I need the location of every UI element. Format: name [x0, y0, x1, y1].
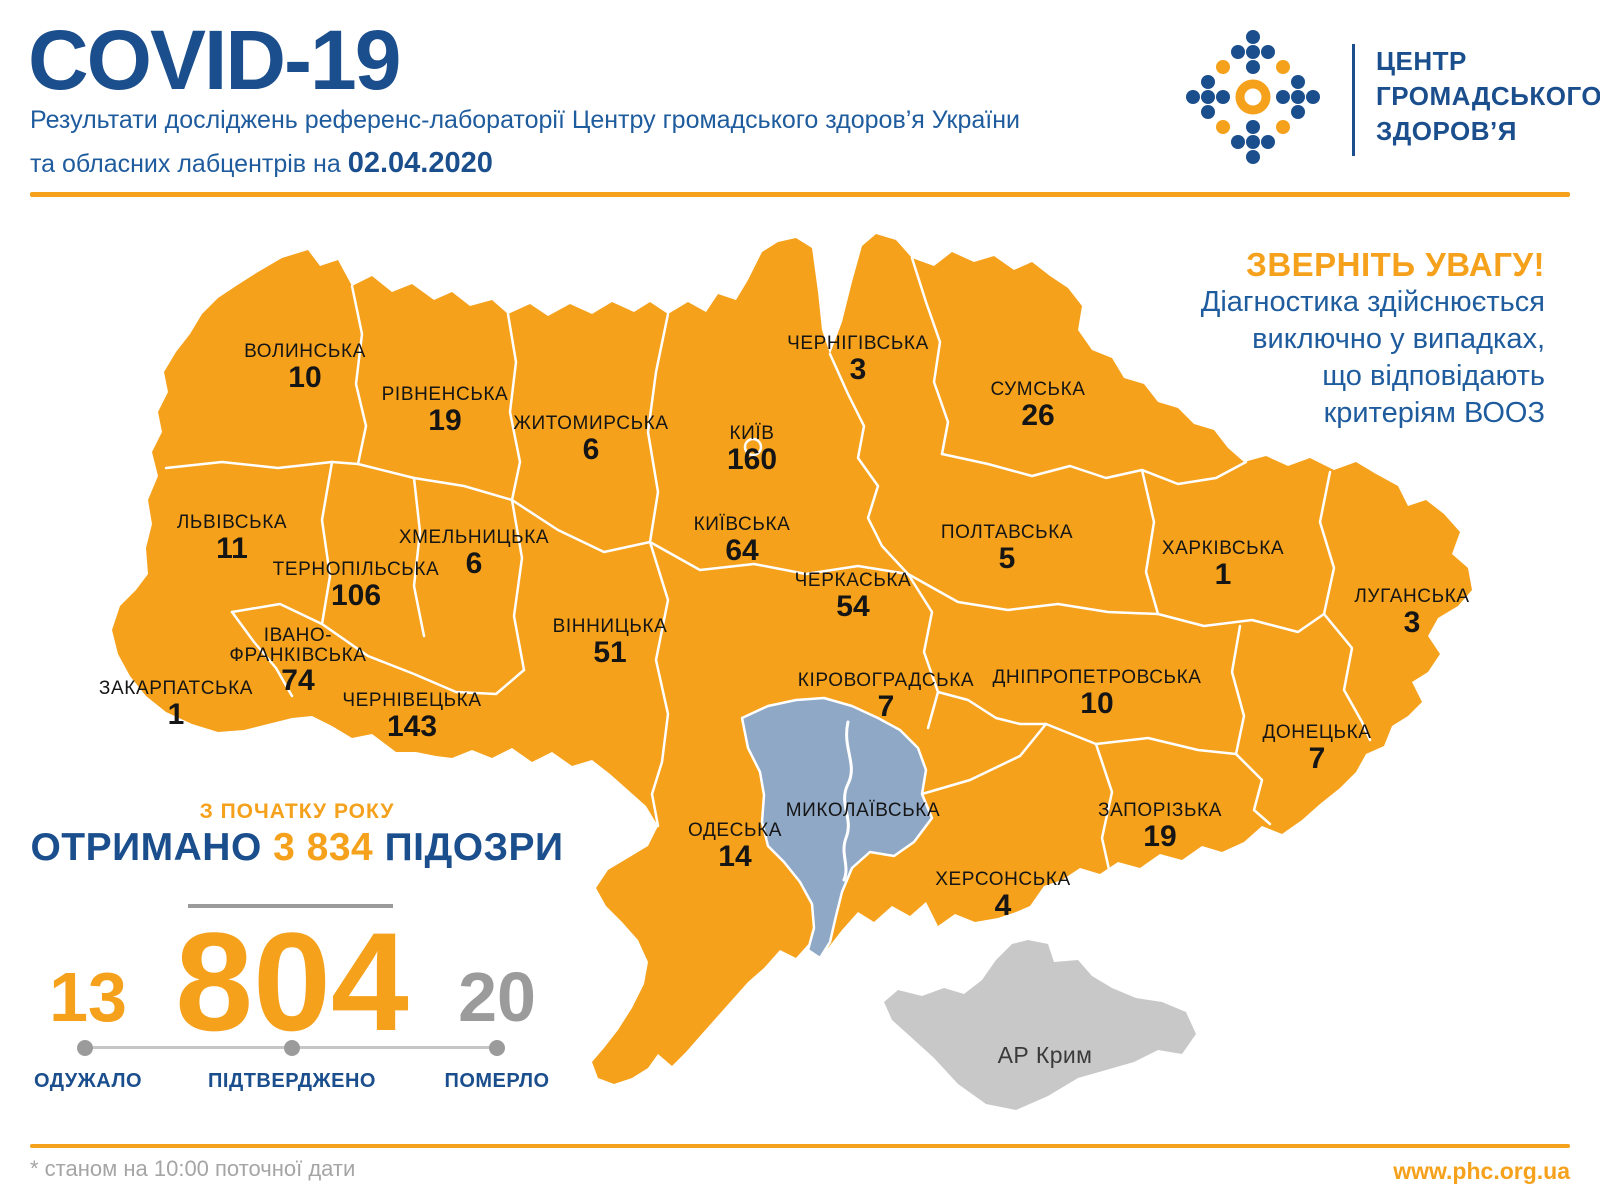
subtitle-line1: Результати досліджень референс-лаборатор…: [30, 106, 1020, 134]
stats-received-suffix: ПІДОЗРИ: [384, 826, 564, 869]
notice-heading: ЗВЕРНІТЬ УВАГУ!: [1246, 246, 1545, 283]
logo-org-line1: ЦЕНТР: [1376, 46, 1467, 76]
stats-recovered-value: 13: [49, 958, 127, 1036]
subtitle-line2: та обласних лабцентрів на 02.04.2020: [30, 147, 493, 180]
report-date: 02.04.2020: [347, 147, 493, 179]
logo-org-line3: ЗДОРОВ’Я: [1376, 116, 1517, 146]
stats-period-label: З ПОЧАТКУ РОКУ: [199, 800, 395, 823]
timeline-dot: [284, 1040, 300, 1056]
stats-received-prefix: ОТРИМАНО: [30, 826, 262, 869]
notice-line: критеріям ВООЗ: [1323, 397, 1545, 429]
footer-note: * станом на 10:00 поточної дати: [30, 1156, 356, 1181]
header-divider: [30, 192, 1570, 197]
footer-divider: [30, 1144, 1570, 1148]
kyiv-city-marker: [743, 437, 763, 457]
notice-line: що відповідають: [1322, 360, 1545, 392]
timeline-dot: [489, 1040, 505, 1056]
stats-confirmed-label: ПІДТВЕРДЖЕНО: [208, 1070, 376, 1092]
stats-died-label: ПОМЕРЛО: [444, 1070, 550, 1092]
stats-received-value: 3 834: [273, 826, 374, 869]
logo-org-name: ЦЕНТР ГРОМАДСЬКОГО ЗДОРОВ’Я: [1376, 44, 1600, 149]
notice-line: виключно у випадках,: [1252, 323, 1545, 355]
logo-separator: [1352, 44, 1355, 156]
page-title: COVID-19: [28, 13, 401, 107]
phc-logo-icon: [1186, 30, 1320, 164]
stats-received-line: ОТРИМАНО 3 834 ПІДОЗРИ: [0, 826, 594, 870]
stats-recovered-label: ОДУЖАЛО: [33, 1070, 143, 1092]
stats-confirmed-value: 804: [175, 903, 409, 1060]
ukraine-landmass: [112, 234, 1472, 1084]
oblast-borders: [164, 256, 1372, 876]
subtitle-line2-text: та обласних лабцентрів на: [30, 150, 341, 178]
website-link[interactable]: www.phc.org.ua: [1393, 1158, 1570, 1184]
crimea-region: [884, 940, 1196, 1110]
stats-died-value: 20: [458, 958, 536, 1036]
logo-org-line2: ГРОМАДСЬКОГО: [1376, 81, 1600, 111]
mykolaiv-region: [740, 696, 934, 960]
notice-line: Діагностика здійснюється: [1200, 286, 1545, 318]
notice-block: ЗВЕРНІТЬ УВАГУ! Діагностика здійснюється…: [1201, 246, 1545, 432]
stats-divider: [188, 904, 393, 908]
timeline-dot: [77, 1040, 93, 1056]
southern-bug-river: [842, 720, 853, 882]
